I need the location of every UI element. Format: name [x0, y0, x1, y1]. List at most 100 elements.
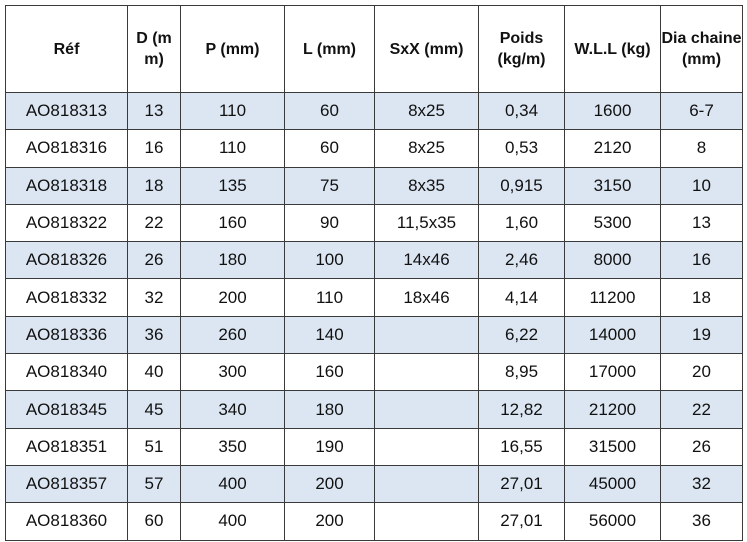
- cell-d: 26: [127, 241, 181, 280]
- cell-p: 340: [180, 390, 285, 429]
- cell-l: 90: [284, 203, 375, 243]
- cell-ref: AO818313: [5, 91, 128, 131]
- table-row: AO818357 57 400 200 27,01 45000 32: [5, 464, 743, 504]
- cell-wll: 31500: [564, 427, 661, 466]
- cell-wll: 1600: [564, 91, 661, 131]
- cell-ref: AO818326: [5, 241, 128, 280]
- spec-table: Réf D (m m) P (mm) L (mm) SxX (mm) Poids…: [5, 5, 743, 541]
- cell-sxx: 8x25: [374, 91, 479, 131]
- cell-d: 51: [127, 427, 181, 466]
- cell-wll: 56000: [564, 502, 661, 541]
- cell-p: 135: [180, 166, 285, 205]
- cell-dia: 20: [660, 353, 743, 392]
- cell-p: 350: [180, 427, 285, 466]
- cell-d: 57: [127, 464, 181, 504]
- cell-poids: 0,53: [478, 129, 565, 168]
- table-row: AO818318 18 135 75 8x35 0,915 3150 10: [5, 166, 743, 205]
- table-row: AO818332 32 200 110 18x46 4,14 11200 18: [5, 278, 743, 317]
- cell-poids: 0,915: [478, 166, 565, 205]
- cell-wll: 45000: [564, 464, 661, 504]
- cell-d: 60: [127, 502, 181, 541]
- cell-ref: AO818351: [5, 427, 128, 466]
- cell-poids: 12,82: [478, 390, 565, 429]
- cell-ref: AO818360: [5, 502, 128, 541]
- cell-poids: 4,14: [478, 278, 565, 317]
- cell-p: 110: [180, 91, 285, 131]
- cell-l: 190: [284, 427, 375, 466]
- cell-d: 32: [127, 278, 181, 317]
- cell-dia: 13: [660, 203, 743, 243]
- table-row: AO818326 26 180 100 14x46 2,46 8000 16: [5, 241, 743, 280]
- cell-wll: 17000: [564, 353, 661, 392]
- cell-ref: AO818322: [5, 203, 128, 243]
- cell-d: 22: [127, 203, 181, 243]
- cell-d: 18: [127, 166, 181, 205]
- header-l: L (mm): [284, 5, 375, 93]
- cell-dia: 36: [660, 502, 743, 541]
- cell-dia: 8: [660, 129, 743, 168]
- cell-p: 400: [180, 502, 285, 541]
- table-row: AO818316 16 110 60 8x25 0,53 2120 8: [5, 129, 743, 168]
- cell-poids: 27,01: [478, 502, 565, 541]
- cell-l: 140: [284, 315, 375, 355]
- header-p: P (mm): [180, 5, 285, 93]
- cell-p: 400: [180, 464, 285, 504]
- cell-d: 13: [127, 91, 181, 131]
- header-dia: Dia chaine (mm): [660, 5, 743, 93]
- cell-wll: 8000: [564, 241, 661, 280]
- cell-sxx: [374, 464, 479, 504]
- cell-sxx: 8x35: [374, 166, 479, 205]
- cell-wll: 21200: [564, 390, 661, 429]
- cell-d: 36: [127, 315, 181, 355]
- cell-wll: 14000: [564, 315, 661, 355]
- header-sxx: SxX (mm): [374, 5, 479, 93]
- cell-sxx: 14x46: [374, 241, 479, 280]
- cell-dia: 19: [660, 315, 743, 355]
- header-poids: Poids (kg/m): [478, 5, 565, 93]
- cell-poids: 8,95: [478, 353, 565, 392]
- cell-dia: 18: [660, 278, 743, 317]
- cell-sxx: 18x46: [374, 278, 479, 317]
- cell-dia: 16: [660, 241, 743, 280]
- table-row: AO818351 51 350 190 16,55 31500 26: [5, 427, 743, 466]
- table-row: AO818345 45 340 180 12,82 21200 22: [5, 390, 743, 429]
- cell-poids: 2,46: [478, 241, 565, 280]
- cell-dia: 32: [660, 464, 743, 504]
- cell-sxx: [374, 427, 479, 466]
- cell-poids: 16,55: [478, 427, 565, 466]
- cell-poids: 27,01: [478, 464, 565, 504]
- cell-p: 260: [180, 315, 285, 355]
- table-row: AO818336 36 260 140 6,22 14000 19: [5, 315, 743, 355]
- cell-ref: AO818318: [5, 166, 128, 205]
- header-d: D (m m): [127, 5, 181, 93]
- cell-dia: 6-7: [660, 91, 743, 131]
- cell-l: 110: [284, 278, 375, 317]
- cell-l: 200: [284, 502, 375, 541]
- cell-sxx: [374, 502, 479, 541]
- cell-l: 60: [284, 129, 375, 168]
- cell-ref: AO818340: [5, 353, 128, 392]
- cell-ref: AO818332: [5, 278, 128, 317]
- cell-d: 16: [127, 129, 181, 168]
- table-row: AO818322 22 160 90 11,5x35 1,60 5300 13: [5, 203, 743, 243]
- spec-table-container: Réf D (m m) P (mm) L (mm) SxX (mm) Poids…: [5, 5, 743, 541]
- cell-l: 180: [284, 390, 375, 429]
- cell-wll: 5300: [564, 203, 661, 243]
- cell-p: 160: [180, 203, 285, 243]
- cell-ref: AO818357: [5, 464, 128, 504]
- cell-p: 110: [180, 129, 285, 168]
- table-row: AO818313 13 110 60 8x25 0,34 1600 6-7: [5, 91, 743, 131]
- table-row: AO818340 40 300 160 8,95 17000 20: [5, 353, 743, 392]
- cell-dia: 26: [660, 427, 743, 466]
- cell-wll: 2120: [564, 129, 661, 168]
- cell-l: 75: [284, 166, 375, 205]
- cell-poids: 1,60: [478, 203, 565, 243]
- cell-dia: 10: [660, 166, 743, 205]
- table-row: AO818360 60 400 200 27,01 56000 36: [5, 502, 743, 541]
- cell-dia: 22: [660, 390, 743, 429]
- header-ref: Réf: [5, 5, 128, 93]
- cell-ref: AO818316: [5, 129, 128, 168]
- cell-p: 200: [180, 278, 285, 317]
- cell-poids: 6,22: [478, 315, 565, 355]
- cell-wll: 3150: [564, 166, 661, 205]
